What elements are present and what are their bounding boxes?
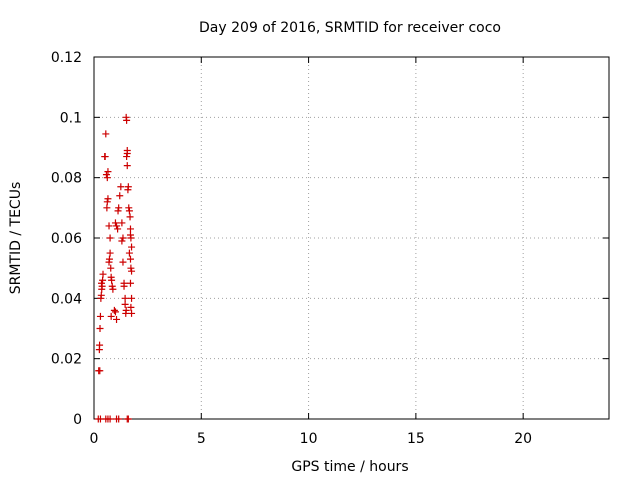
data-point [96,312,104,320]
data-point [111,219,119,227]
data-point [121,294,129,302]
data-point [119,234,127,242]
y-tick-label: 0 [73,412,82,428]
data-point [127,303,135,311]
data-point [123,162,131,170]
data-point [101,153,109,161]
data-point [117,183,125,191]
data-point [123,116,131,124]
data-point [123,153,131,161]
data-point [102,130,110,138]
data-point [106,415,114,423]
data-point [107,264,115,272]
data-point [124,183,132,191]
data-point [126,213,134,221]
data-point [125,249,133,257]
data-point [104,195,112,203]
data-point [103,174,111,182]
y-tick-label: 0.02 [51,352,82,368]
y-tick-label: 0.06 [51,231,82,247]
data-point [127,264,135,272]
data-point [115,204,123,212]
data-points [94,113,136,423]
data-point [114,225,122,233]
data-point [98,279,106,287]
data-point [123,150,131,158]
y-axis-label: SRMTID / TECUs [8,182,24,295]
grid-lines [94,57,609,419]
data-point [108,282,116,290]
data-point [108,276,116,284]
data-point [106,234,114,242]
data-point [127,234,135,242]
y-tick-label: 0.04 [51,291,82,307]
axis-ticks: 0 0.02 0.04 0.06 0.08 0.1 0.12 0 5 10 15 20 [51,50,609,447]
plot-frame [93,56,610,420]
data-point [105,222,113,230]
data-point [105,255,113,263]
data-point [125,204,133,212]
y-tick-label: 0.08 [51,171,82,187]
data-point [99,276,107,284]
x-tick-label: 5 [197,431,206,447]
data-point [106,249,114,257]
y-tick-label: 0.1 [60,110,82,126]
data-point [124,415,132,423]
data-point [115,415,123,423]
x-tick-label: 20 [514,431,532,447]
data-point [97,291,105,299]
data-point [107,312,115,320]
x-tick-label: 0 [90,431,99,447]
data-point [120,282,128,290]
data-point [96,367,104,375]
x-tick-label: 15 [407,431,425,447]
data-point [103,198,111,206]
data-point [96,341,104,349]
data-point [103,204,111,212]
x-tick-label: 10 [300,431,318,447]
data-point [118,219,126,227]
data-point [118,237,126,245]
data-point [126,255,134,263]
y-tick-label: 0.12 [51,50,82,66]
data-point [104,168,112,176]
data-point [111,308,119,316]
data-point [102,171,110,179]
data-point [126,279,134,287]
data-point [109,285,117,293]
data-point [113,315,121,323]
data-point [98,282,106,290]
data-point [113,222,121,230]
x-axis-label: GPS time / hours [291,459,408,475]
data-point [128,267,136,275]
data-point [125,207,133,215]
data-point [128,309,136,317]
data-point [116,192,124,200]
data-point [128,243,136,251]
data-point [126,225,134,233]
data-point [114,207,122,215]
data-point [99,270,107,278]
data-point [110,306,118,314]
data-point [96,325,104,332]
data-point [128,294,136,302]
data-point [121,300,129,308]
chart-title: Day 209 of 2016, SRMTID for receiver coc… [199,20,501,36]
data-point [119,258,127,266]
